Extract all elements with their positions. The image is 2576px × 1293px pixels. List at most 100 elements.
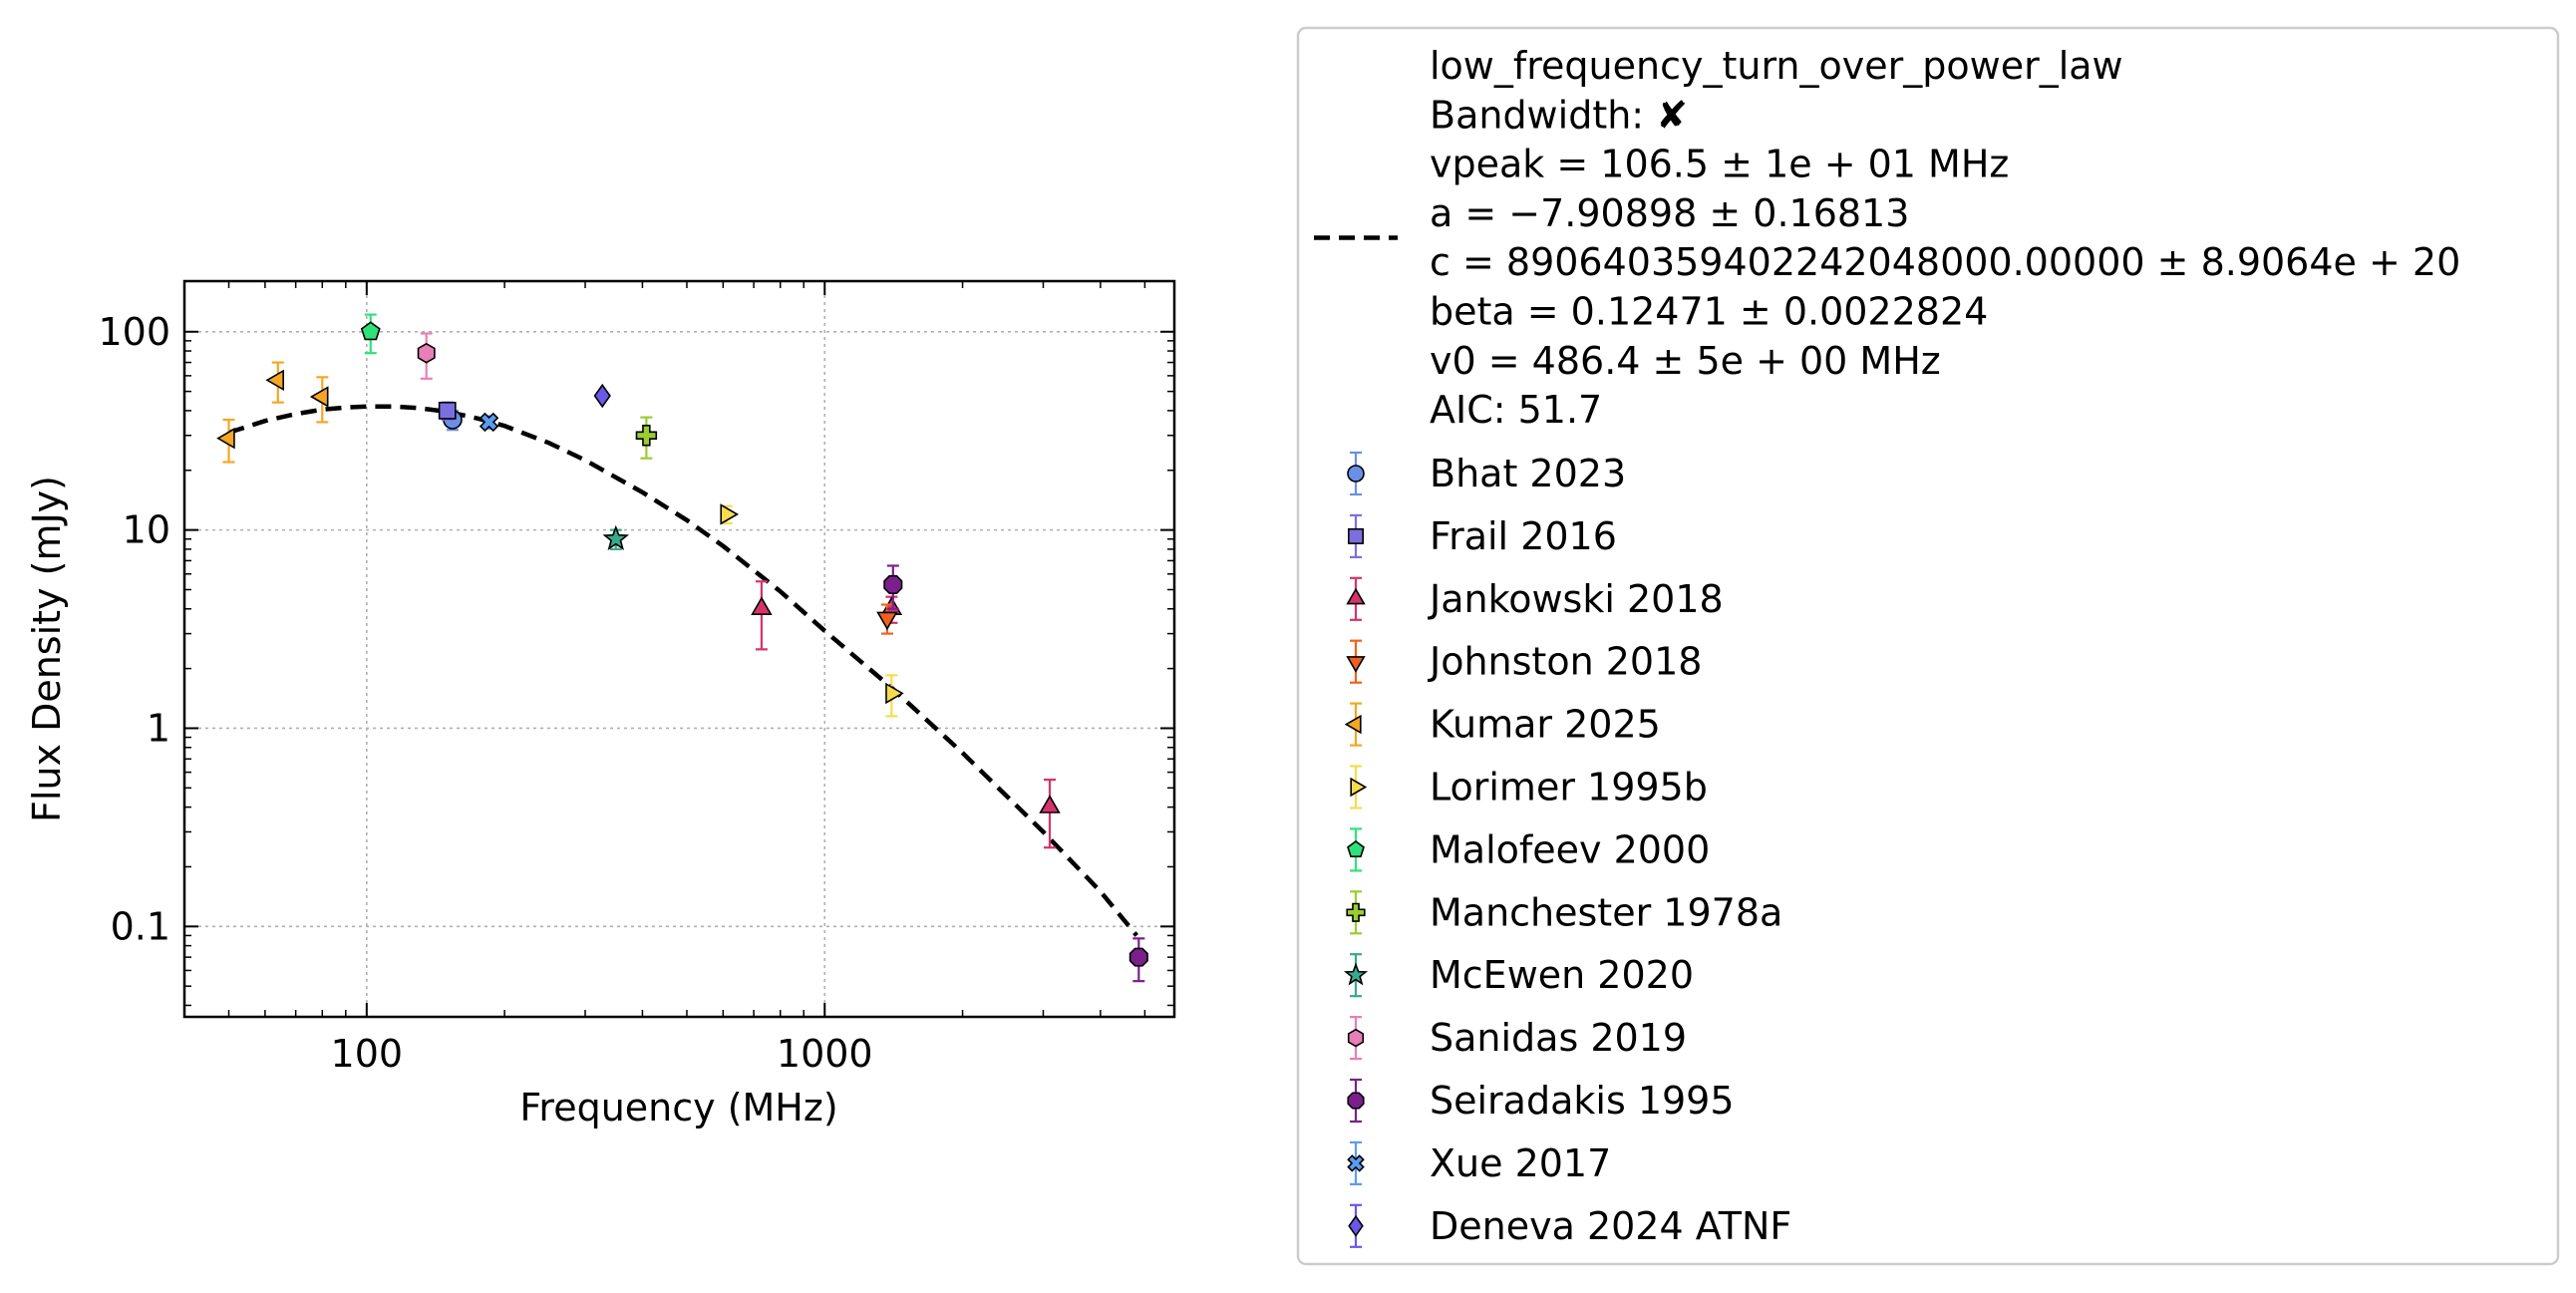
y-tick-label: 10 bbox=[123, 508, 170, 552]
marker-shape bbox=[1128, 947, 1148, 967]
marker-triangle-right bbox=[885, 682, 904, 705]
fit-curve-group bbox=[227, 404, 1138, 937]
x-tick-label: 100 bbox=[331, 1032, 404, 1076]
marker-triangle-up bbox=[1346, 587, 1366, 605]
marker-triangle-down bbox=[1346, 656, 1366, 673]
legend-fit-line: c = 890640359402242048000.00000 ± 8.9064… bbox=[1430, 240, 2460, 284]
axis-ticks: 100 1000 0.1 1 10 100 bbox=[98, 281, 1174, 1076]
legend-fit-line: vpeak = 106.5 ± 1e + 01 MHz bbox=[1430, 143, 2009, 186]
plot-frame bbox=[182, 279, 1176, 1019]
y-tick-label: 100 bbox=[98, 310, 170, 354]
legend-fit-line: v0 = 486.4 ± 5e + 00 MHz bbox=[1430, 339, 1941, 383]
marker-shape bbox=[751, 596, 773, 615]
marker-shape bbox=[309, 386, 329, 408]
legend-entry: Seiradakis 1995 bbox=[1347, 1078, 1735, 1124]
series-mcewen-2020 bbox=[602, 524, 630, 551]
marker-shape bbox=[602, 524, 630, 551]
marker-shape bbox=[1344, 714, 1362, 735]
marker-star bbox=[1343, 962, 1369, 986]
marker-triangle-left bbox=[265, 369, 284, 392]
series-xue-2017 bbox=[479, 412, 499, 433]
legend-entry-label: Jankowski 2018 bbox=[1428, 577, 1724, 621]
marker-shape bbox=[438, 401, 457, 420]
marker-shape bbox=[1346, 656, 1366, 673]
data-points bbox=[216, 313, 1148, 983]
legend-entry: Lorimer 1995b bbox=[1350, 765, 1708, 809]
legend-fit-line: Bandwidth: ✘ bbox=[1430, 93, 1688, 137]
marker-star bbox=[602, 524, 630, 551]
legend-fit-entry: low_frequency_turn_over_power_law Bandwid… bbox=[1314, 44, 2460, 432]
marker-shape bbox=[1343, 962, 1369, 986]
series-frail-2016 bbox=[438, 401, 457, 422]
series-malofeev-2000 bbox=[360, 313, 381, 355]
legend-entry: Malofeev 2000 bbox=[1347, 827, 1710, 872]
marker-octagon bbox=[883, 574, 903, 594]
legend-entry: Manchester 1978a bbox=[1346, 890, 1782, 935]
marker-shape bbox=[876, 611, 898, 631]
legend-entry-label: Frail 2016 bbox=[1430, 514, 1617, 558]
marker-octagon bbox=[1347, 1092, 1365, 1110]
marker-shape bbox=[1347, 465, 1365, 483]
legend-fit-line: AIC: 51.7 bbox=[1430, 388, 1602, 432]
marker-shape bbox=[417, 342, 436, 364]
marker-diamond bbox=[1348, 1214, 1364, 1237]
legend-fit-line: beta = 0.12471 ± 0.0022824 bbox=[1430, 290, 1988, 334]
legend-entry-label: McEwen 2020 bbox=[1430, 953, 1694, 997]
fit-curve bbox=[227, 404, 1138, 937]
marker-pentagon bbox=[1347, 840, 1365, 858]
marker-x bbox=[1347, 1154, 1365, 1172]
marker-triangle-right bbox=[720, 503, 740, 525]
series-manchester-1978a bbox=[635, 416, 658, 460]
legend-fit-line: low_frequency_turn_over_power_law bbox=[1430, 44, 2123, 88]
legend-entry: Xue 2017 bbox=[1347, 1140, 1611, 1186]
marker-x bbox=[479, 412, 499, 433]
marker-shape bbox=[1350, 777, 1368, 798]
marker-triangle-left bbox=[216, 427, 235, 450]
marker-square bbox=[438, 401, 457, 420]
marker-pentagon bbox=[360, 321, 381, 341]
marker-shape bbox=[593, 383, 611, 409]
marker-shape bbox=[1039, 795, 1061, 813]
y-tick-label: 0.1 bbox=[111, 904, 170, 948]
legend-entry: Frail 2016 bbox=[1348, 513, 1617, 559]
legend-fit-line: a = −7.90898 ± 0.16813 bbox=[1430, 191, 1909, 235]
marker-triangle-up bbox=[751, 596, 773, 615]
legend-entry: Johnston 2018 bbox=[1346, 639, 1702, 684]
marker-shape bbox=[1346, 902, 1366, 922]
y-axis-label: Flux Density (mJy) bbox=[25, 476, 69, 822]
marker-shape bbox=[216, 427, 235, 450]
legend-entry-label: Bhat 2023 bbox=[1430, 452, 1626, 495]
marker-hexagon bbox=[1347, 1028, 1365, 1048]
marker-shape bbox=[720, 503, 740, 525]
legend-frame bbox=[1296, 26, 2560, 1266]
series-seiradakis-1995 bbox=[883, 564, 1148, 983]
marker-shape bbox=[1347, 1092, 1365, 1110]
marker-triangle-left bbox=[309, 386, 329, 408]
legend-entry: Sanidas 2019 bbox=[1347, 1015, 1687, 1061]
legend-entry-label: Lorimer 1995b bbox=[1430, 766, 1708, 809]
marker-shape bbox=[1347, 840, 1365, 858]
legend-entry-label: Johnston 2018 bbox=[1428, 640, 1702, 684]
legend-entry: Bhat 2023 bbox=[1347, 451, 1626, 496]
marker-triangle-left bbox=[1344, 714, 1362, 735]
x-tick-label: 1000 bbox=[777, 1032, 873, 1076]
legend-entry: Deneva 2024 ATNF bbox=[1348, 1203, 1791, 1248]
series-kumar-2025 bbox=[216, 361, 329, 464]
marker-plus bbox=[1346, 902, 1366, 922]
legend-entry-label: Deneva 2024 ATNF bbox=[1430, 1204, 1791, 1248]
marker-shape bbox=[1346, 587, 1366, 605]
legend-entry-label: Manchester 1978a bbox=[1430, 890, 1782, 934]
marker-diamond bbox=[593, 383, 611, 409]
marker-hexagon bbox=[417, 342, 436, 364]
marker-shape bbox=[479, 412, 499, 433]
marker-octagon bbox=[1128, 947, 1148, 967]
marker-shape bbox=[883, 574, 903, 594]
legend-entry: Jankowski 2018 bbox=[1346, 576, 1724, 621]
marker-shape bbox=[1348, 1214, 1364, 1237]
legend-entry-label: Malofeev 2000 bbox=[1430, 827, 1710, 871]
marker-plus bbox=[635, 425, 658, 447]
y-tick-label: 1 bbox=[147, 706, 170, 750]
series-deneva-2024-atnf bbox=[593, 383, 611, 409]
marker-shape bbox=[885, 682, 904, 705]
